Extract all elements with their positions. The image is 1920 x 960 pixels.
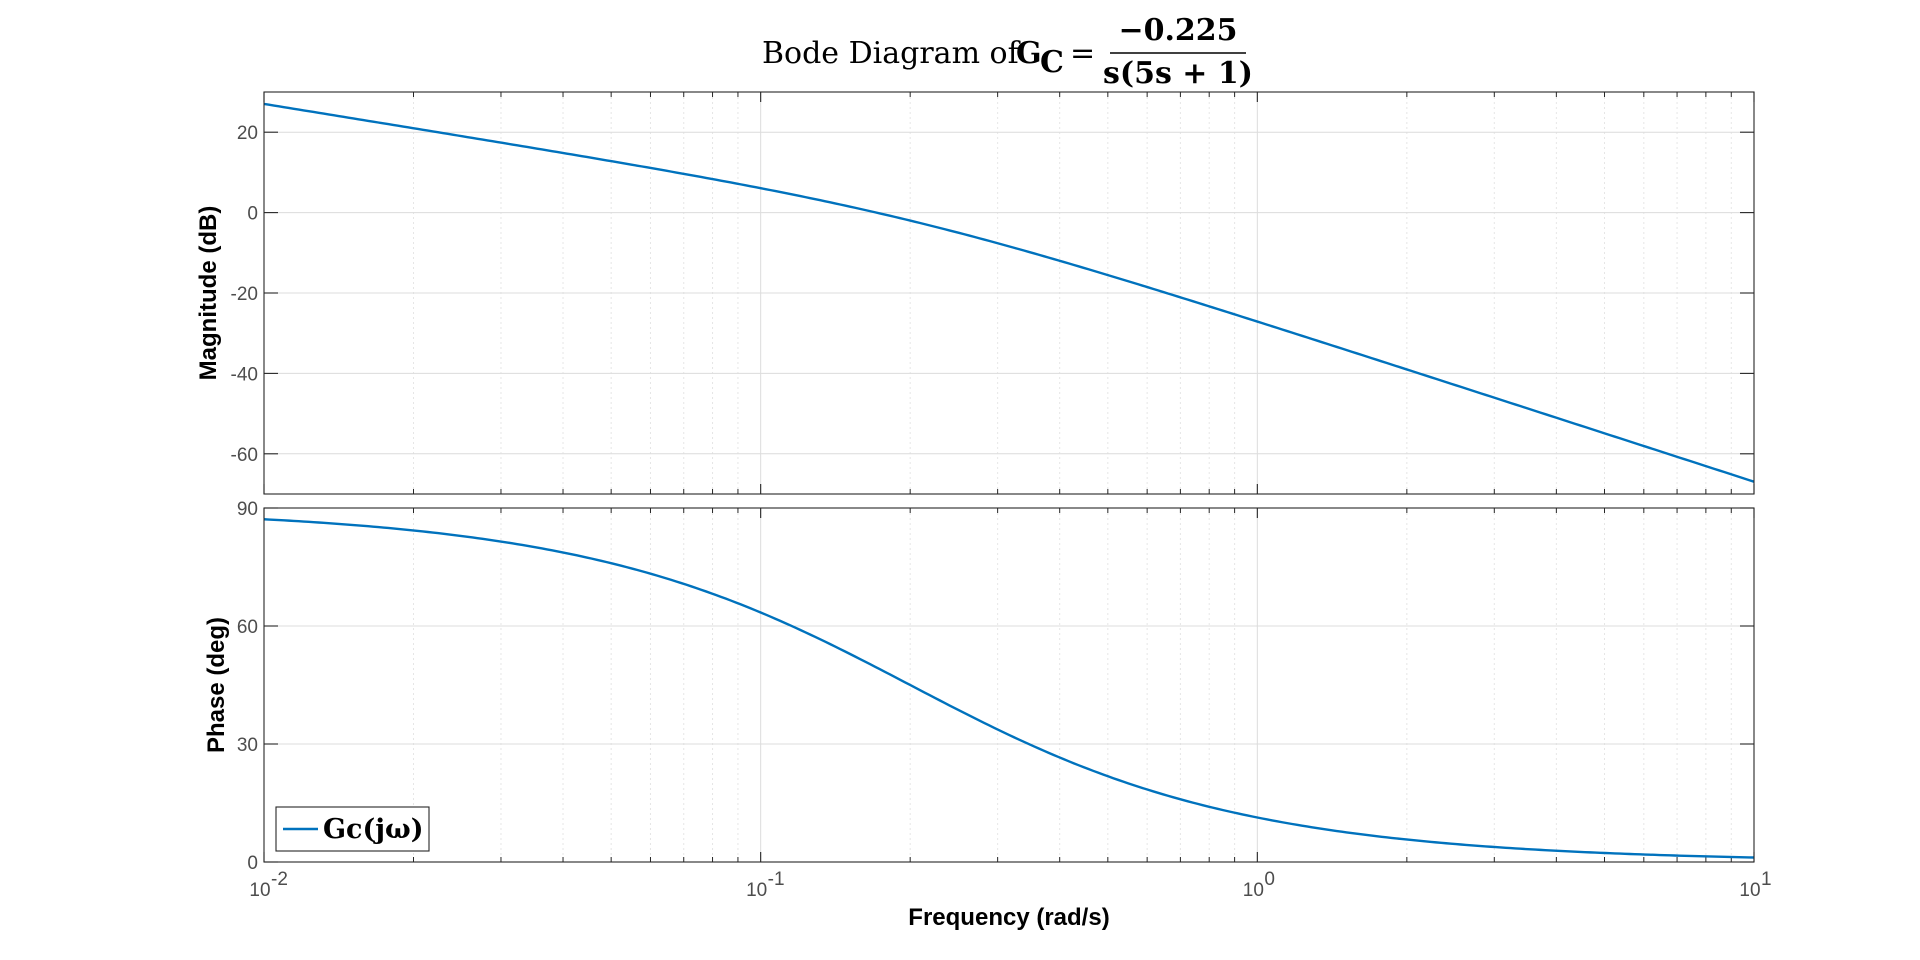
title-denominator: s(5s + 1) bbox=[1103, 56, 1253, 91]
phase-y-tick-labels: 90 60 30 0 bbox=[237, 499, 258, 874]
x-axis-label: Frequency (rad/s) bbox=[908, 904, 1109, 931]
x-tick-exponent: -1 bbox=[768, 869, 785, 890]
phase-y-tick-label: 0 bbox=[247, 853, 258, 874]
x-tick-base: 10 bbox=[249, 880, 270, 901]
x-tick-label: 10-1 bbox=[746, 869, 784, 901]
phase-y-tick-label: 60 bbox=[237, 617, 258, 638]
legend-label: Gc(jω) bbox=[323, 814, 424, 845]
magnitude-y-tick-label: -60 bbox=[231, 445, 258, 466]
x-tick-base: 10 bbox=[1739, 880, 1760, 901]
title-numerator: −0.225 bbox=[1118, 13, 1237, 48]
x-tick-base: 10 bbox=[1243, 880, 1264, 901]
magnitude-y-label: Magnitude (dB) bbox=[195, 206, 222, 381]
phase-y-label: Phase (deg) bbox=[203, 617, 230, 753]
title-prefix: Bode Diagram of bbox=[762, 36, 1021, 71]
x-tick-exponent: 1 bbox=[1761, 869, 1772, 890]
phase-axes: 90 60 30 0 Phase (deg) Gc(jω) bbox=[203, 499, 1754, 874]
x-tick-exponent: 0 bbox=[1264, 869, 1275, 890]
magnitude-y-tick-labels: 20 0 -20 -40 -60 bbox=[231, 123, 258, 466]
title-equals: = bbox=[1070, 36, 1095, 71]
x-tick-base: 10 bbox=[746, 880, 767, 901]
x-tick-label: 100 bbox=[1243, 869, 1275, 901]
magnitude-y-tick-label: -20 bbox=[231, 284, 258, 305]
title-symbol: G bbox=[1016, 36, 1042, 71]
chart-title: Bode Diagram of G C = −0.225 s(5s + 1) bbox=[762, 13, 1253, 91]
magnitude-axes: 20 0 -20 -40 -60 Magnitude (dB) bbox=[195, 92, 1754, 494]
title-subscript: C bbox=[1040, 45, 1064, 80]
phase-y-tick-label: 90 bbox=[237, 499, 258, 520]
magnitude-y-tick-label: 20 bbox=[237, 123, 258, 144]
legend: Gc(jω) bbox=[276, 807, 429, 851]
phase-plot-area bbox=[264, 508, 1754, 862]
x-tick-label: 101 bbox=[1739, 869, 1771, 901]
magnitude-y-tick-label: -40 bbox=[231, 364, 258, 385]
magnitude-y-tick-label: 0 bbox=[247, 204, 258, 225]
phase-y-tick-label: 30 bbox=[237, 735, 258, 756]
x-tick-exponent: -2 bbox=[271, 869, 288, 890]
